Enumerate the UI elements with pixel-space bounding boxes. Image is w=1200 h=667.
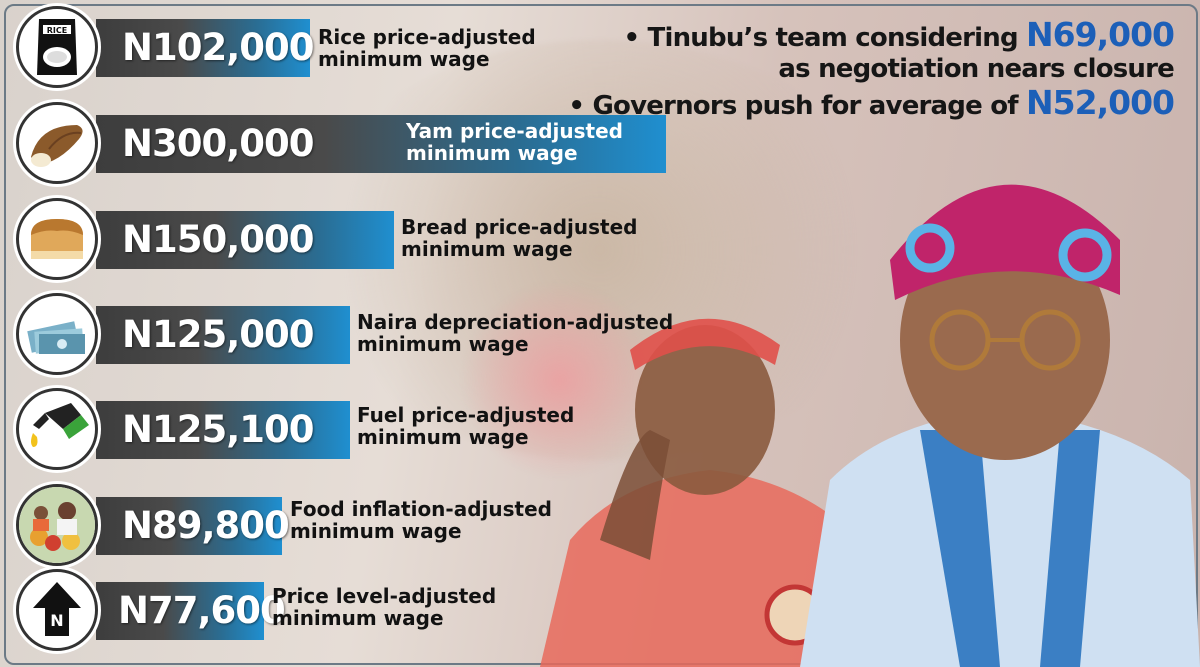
label-bread-line1: Bread price-adjusted — [401, 215, 638, 239]
label-price-level: Price level-adjusted minimum wage — [272, 585, 496, 629]
wage-row-fuel: N125,100 Fuel price-adjusted minimum wag… — [0, 384, 760, 470]
value-yam: N300,000 — [122, 122, 314, 165]
label-yam-line1: Yam price-adjusted — [406, 119, 623, 143]
value-fuel: N125,100 — [122, 408, 314, 451]
yam-icon — [16, 102, 98, 184]
wage-row-naira: N125,000 Naira depreciation-adjusted min… — [0, 289, 760, 375]
note-line3-text: • Governors push for average of — [568, 91, 1027, 121]
bread-icon — [16, 198, 98, 280]
svg-text:RICE: RICE — [47, 26, 67, 35]
value-bread: N150,000 — [122, 218, 314, 261]
label-food-line1: Food inflation-adjusted — [290, 497, 552, 521]
wage-row-yam: N300,000 Yam price-adjusted minimum wage — [0, 98, 760, 184]
label-food-line2: minimum wage — [290, 519, 462, 543]
label-rice-line2: minimum wage — [318, 47, 490, 71]
note-tinubu-team: • Tinubu’s team considering N69,000 — [568, 15, 1175, 54]
note-governors: • Governors push for average of N52,000 — [568, 83, 1175, 122]
label-price-level-line2: minimum wage — [272, 606, 444, 630]
value-naira: N125,000 — [122, 313, 314, 356]
price-level-arrow-icon: N — [16, 569, 98, 651]
note-line1-text: • Tinubu’s team considering — [623, 23, 1027, 53]
label-bread: Bread price-adjusted minimum wage — [401, 216, 637, 260]
wage-row-price-level: N N77,600 Price level-adjusted minimum w… — [0, 565, 760, 651]
label-food: Food inflation-adjusted minimum wage — [290, 498, 552, 542]
label-rice-line1: Rice price-adjusted — [318, 25, 536, 49]
wage-row-food: N89,800 Food inflation-adjusted minimum … — [0, 480, 760, 566]
value-rice: N102,000 — [122, 26, 314, 69]
note-line1-amount: N69,000 — [1026, 15, 1175, 54]
label-naira-line2: minimum wage — [357, 332, 529, 356]
value-food: N89,800 — [122, 504, 290, 547]
label-price-level-line1: Price level-adjusted — [272, 584, 497, 608]
fuel-nozzle-icon — [16, 388, 98, 470]
value-bar-bread: N150,000 — [96, 211, 394, 269]
svg-text:N: N — [50, 611, 63, 630]
note-line3-amount: N52,000 — [1026, 83, 1175, 122]
president-figure — [800, 184, 1200, 667]
label-naira-line1: Naira depreciation-adjusted — [357, 310, 674, 334]
food-market-icon — [16, 484, 98, 566]
label-bread-line2: minimum wage — [401, 237, 573, 261]
value-bar-price-level: N77,600 — [96, 582, 286, 640]
note-negotiation-closure: as negotiation nears closure — [778, 54, 1174, 84]
value-bar-yam: N300,000 — [96, 115, 666, 173]
value-bar-naira: N125,000 — [96, 306, 350, 364]
label-rice: Rice price-adjusted minimum wage — [318, 26, 536, 70]
value-bar-fuel: N125,100 — [96, 401, 350, 459]
wage-row-rice: RICE N102,000 Rice price-adjusted minimu… — [0, 2, 760, 88]
label-yam-line2: minimum wage — [406, 141, 578, 165]
value-bar-food: N89,800 — [96, 497, 290, 555]
background-flag — [460, 280, 660, 480]
rice-bag-icon: RICE — [16, 6, 98, 88]
label-yam: Yam price-adjusted minimum wage — [406, 120, 623, 164]
value-bar-rice: N102,000 — [96, 19, 314, 77]
negotiation-notes: • Tinubu’s team considering N69,000 as n… — [568, 15, 1175, 122]
value-price-level: N77,600 — [118, 589, 286, 632]
label-fuel-line1: Fuel price-adjusted — [357, 403, 575, 427]
label-fuel-line2: minimum wage — [357, 425, 529, 449]
wage-row-bread: N150,000 Bread price-adjusted minimum wa… — [0, 194, 760, 280]
label-fuel: Fuel price-adjusted minimum wage — [357, 404, 574, 448]
label-naira: Naira depreciation-adjusted minimum wage — [357, 311, 673, 355]
labour-leader-figure — [540, 318, 900, 667]
naira-notes-icon — [16, 293, 98, 375]
